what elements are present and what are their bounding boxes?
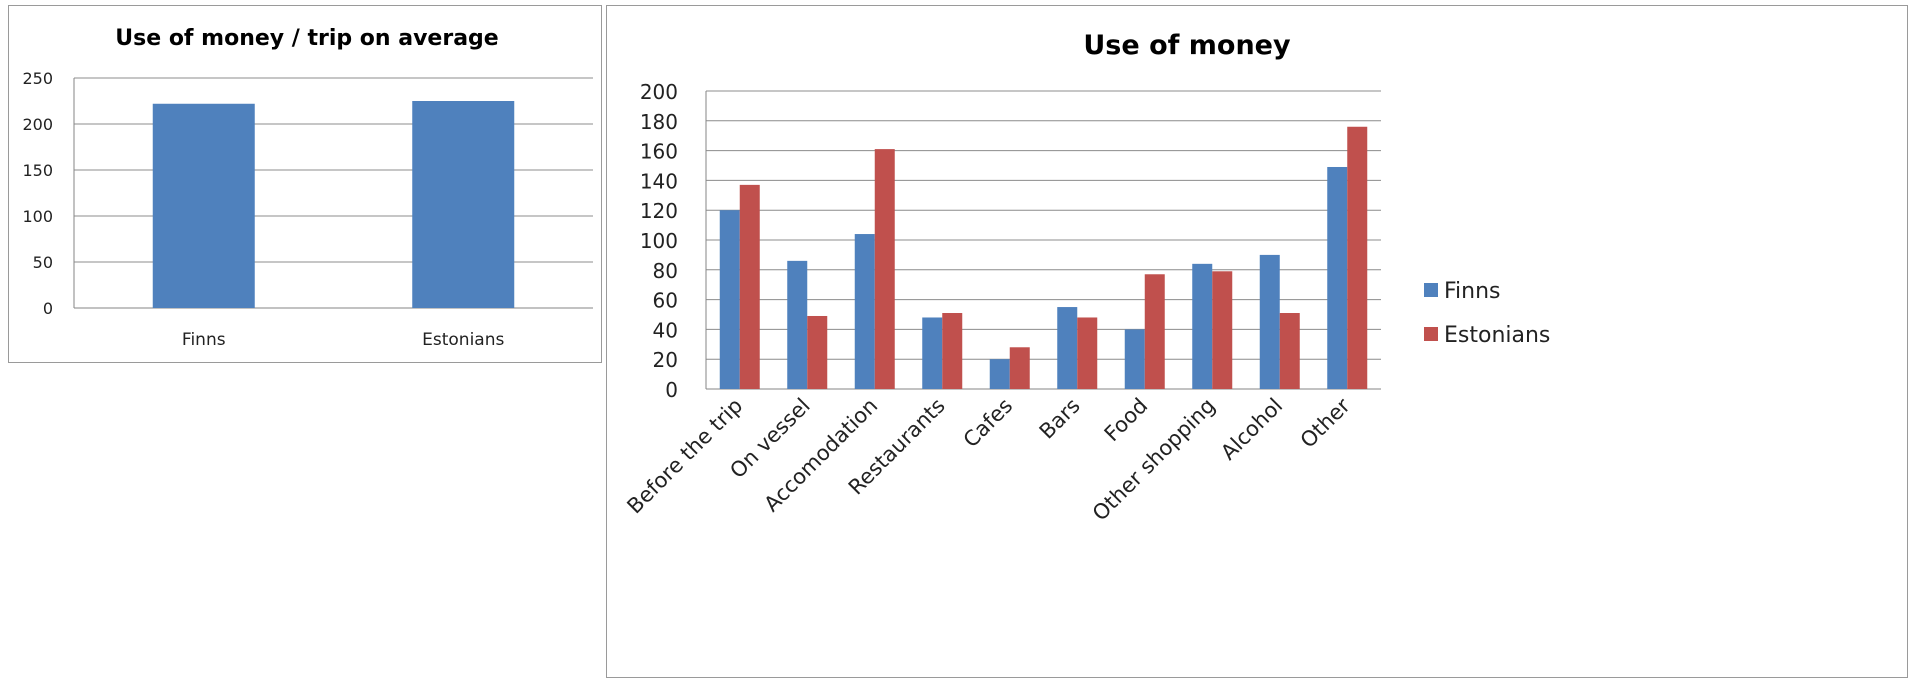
bar-estonians xyxy=(1347,126,1368,389)
y-tick-label: 200 xyxy=(22,115,53,134)
x-tick-label: Other shopping xyxy=(1088,394,1220,526)
bar-estonians xyxy=(1212,271,1233,389)
x-tick-label: Alcohol xyxy=(1216,394,1287,465)
bar-finns xyxy=(719,210,740,389)
bar-finns xyxy=(1192,263,1213,389)
bar-finns xyxy=(922,317,943,389)
legend-label: Finns xyxy=(1444,279,1501,304)
chart-average-use-of-money: Use of money / trip on average 0 50 100 150… xyxy=(8,5,602,363)
bar-finns xyxy=(787,260,808,389)
y-tick-label: 80 xyxy=(653,259,678,283)
chart-title: Use of money xyxy=(1083,30,1291,61)
chart-use-of-money-by-category: Use of money 0 20 40 60 80 100 120 140 160 180 200… xyxy=(606,5,1908,678)
bar-estonians xyxy=(874,149,895,389)
bar-finns xyxy=(1259,254,1280,389)
legend-label: Estonians xyxy=(1444,323,1550,348)
y-tick-label: 50 xyxy=(33,253,53,272)
x-tick-label: Food xyxy=(1100,394,1153,447)
bar-estonians xyxy=(739,184,760,389)
y-tick-label: 200 xyxy=(640,80,678,104)
bar-estonians xyxy=(942,313,963,389)
y-tick-label: 60 xyxy=(653,289,678,313)
x-tick-label: Accomodation xyxy=(759,394,882,517)
y-tick-label: 160 xyxy=(640,140,678,164)
bar-estonians xyxy=(1077,317,1098,389)
y-tick-label: 250 xyxy=(22,69,53,88)
y-tick-label: 0 xyxy=(43,299,53,318)
x-tick-label: Bars xyxy=(1035,394,1085,444)
y-tick-label: 20 xyxy=(653,348,678,372)
bar-estonians xyxy=(1144,274,1165,389)
x-tick-label: Other xyxy=(1296,393,1355,452)
x-tick-label: Estonians xyxy=(422,330,504,350)
bar xyxy=(412,101,515,308)
bar-estonians xyxy=(1009,347,1030,389)
bar-finns xyxy=(989,359,1010,389)
chart-average-svg: Use of money / trip on average 0 50 100 150… xyxy=(22,26,593,350)
bar-finns xyxy=(1327,166,1348,389)
legend-swatch xyxy=(1424,283,1438,297)
bar-estonians xyxy=(1279,313,1300,389)
legend-swatch xyxy=(1424,327,1438,341)
bar-estonians xyxy=(807,315,828,389)
y-tick-label: 0 xyxy=(665,378,678,402)
bar-finns xyxy=(854,234,875,389)
y-tick-label: 150 xyxy=(22,161,53,180)
y-tick-label: 100 xyxy=(640,229,678,253)
bar xyxy=(152,103,255,308)
chart-title: Use of money / trip on average xyxy=(115,26,498,51)
y-tick-label: 140 xyxy=(640,169,678,193)
y-tick-label: 180 xyxy=(640,110,678,134)
x-tick-label: Finns xyxy=(182,330,226,350)
bar-finns xyxy=(1124,329,1145,389)
y-tick-label: 40 xyxy=(653,318,678,342)
x-tick-label: Before the trip xyxy=(622,394,747,519)
y-tick-label: 100 xyxy=(22,207,53,226)
bar-finns xyxy=(1057,307,1078,389)
x-tick-label: Cafes xyxy=(959,394,1018,453)
y-tick-label: 120 xyxy=(640,199,678,223)
chart-categories-svg: Use of money 0 20 40 60 80 100 120 140 160 180 200… xyxy=(622,30,1550,526)
